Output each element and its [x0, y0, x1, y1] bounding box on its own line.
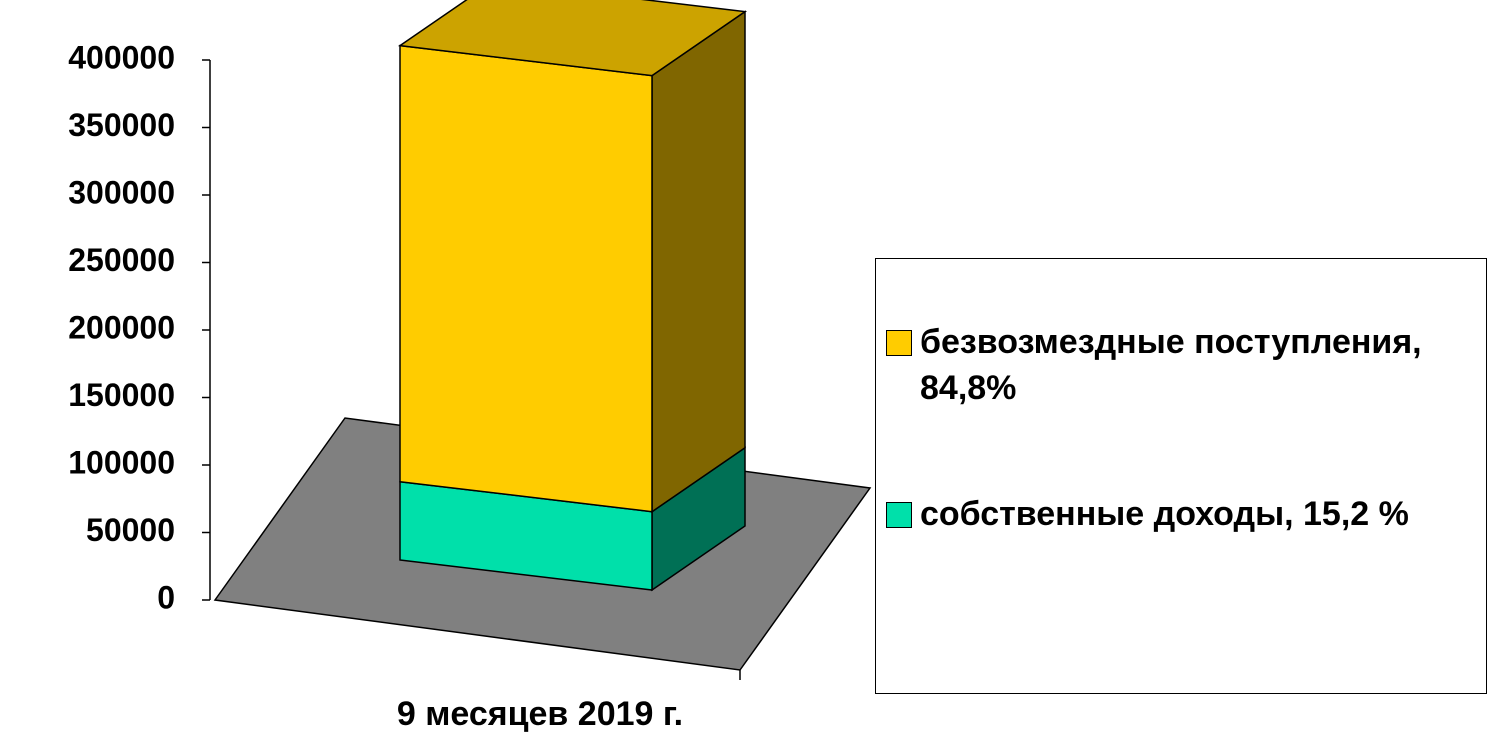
x-tick-label: 9 месяцев 2019 г. — [397, 695, 683, 733]
y-tick-label: 300000 — [68, 174, 175, 210]
legend-swatch — [886, 330, 912, 356]
y-tick-label: 150000 — [68, 377, 175, 413]
y-tick-label: 0 — [157, 579, 175, 615]
legend-swatch — [886, 502, 912, 528]
legend-item: собственные доходы, 15,2 % — [886, 491, 1486, 537]
y-tick-label: 200000 — [68, 309, 175, 345]
legend: безвозмездные поступления, 84,8% собствен… — [875, 258, 1487, 694]
y-tick-label: 100000 — [68, 444, 175, 480]
y-tick-label: 250000 — [68, 242, 175, 278]
legend-label: собственные доходы, 15,2 % — [920, 491, 1409, 537]
legend-item: безвозмездные поступления, 84,8% — [886, 319, 1486, 411]
y-tick-label: 350000 — [68, 107, 175, 143]
y-tick-label: 50000 — [86, 512, 175, 548]
page: 9 месяцев 2019 г. 0 50000 100000 150000 2000… — [0, 0, 1489, 739]
bar — [400, 46, 652, 512]
y-tick-label: 400000 — [68, 39, 175, 75]
bar-side — [652, 12, 745, 512]
legend-label: безвозмездные поступления, 84,8% — [920, 319, 1486, 411]
